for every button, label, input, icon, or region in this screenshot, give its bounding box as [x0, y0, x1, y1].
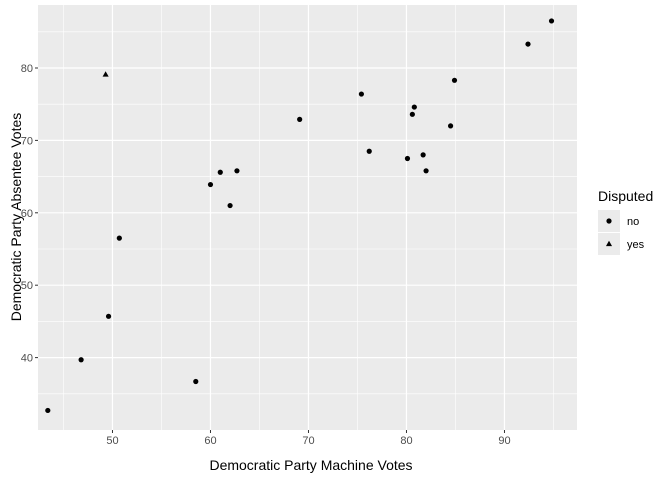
data-point-no	[404, 155, 411, 162]
data-point-no	[358, 91, 364, 97]
data-point-no	[234, 168, 240, 174]
data-point-no	[116, 235, 122, 241]
data-point-no	[78, 357, 84, 363]
data-point-no	[105, 313, 112, 319]
data-point-no	[525, 41, 531, 47]
data-point-no	[193, 378, 199, 385]
x-axis-title: Democratic Party Machine Votes	[209, 457, 412, 473]
y-tick-label: 80	[21, 63, 33, 75]
data-point-no	[366, 148, 372, 154]
data-point-no	[548, 18, 555, 24]
data-point-no	[411, 104, 417, 110]
x-tick-label: 80	[400, 435, 412, 447]
legend: Disputed no yes	[598, 188, 653, 255]
x-tick-label: 50	[106, 435, 118, 447]
x-axis: 50 60 70 80 90	[106, 430, 511, 447]
plot-panel	[38, 5, 577, 430]
legend-title: Disputed	[598, 188, 653, 204]
minor-gridlines	[38, 5, 577, 430]
y-axis-title: Democratic Party Absentee Votes	[8, 113, 24, 322]
data-point-no	[207, 181, 214, 188]
x-tick-label: 60	[204, 435, 216, 447]
data-point-no	[409, 111, 415, 117]
data-point-no	[45, 407, 51, 414]
data-points	[45, 18, 555, 414]
y-tick-label: 70	[21, 135, 33, 147]
data-point-no	[217, 169, 223, 175]
major-gridlines	[38, 5, 577, 430]
y-tick-label: 60	[21, 208, 33, 220]
data-point-yes	[102, 71, 109, 77]
y-tick-label: 50	[21, 280, 33, 292]
data-point-no	[297, 116, 303, 122]
data-point-no	[451, 77, 458, 83]
legend-label-yes: yes	[627, 239, 645, 251]
y-axis: 40 50 60 70 80	[21, 63, 38, 365]
x-tick-label: 70	[302, 435, 314, 447]
x-tick-label: 90	[498, 435, 510, 447]
data-point-no	[227, 202, 233, 209]
data-point-no	[423, 168, 429, 174]
data-point-no	[447, 123, 454, 129]
legend-marker-no	[606, 218, 612, 224]
legend-marker-yes	[605, 240, 613, 247]
legend-entries: no yes	[598, 210, 645, 255]
data-point-no	[420, 152, 426, 158]
y-tick-label: 40	[21, 353, 33, 365]
legend-label-no: no	[627, 216, 639, 228]
